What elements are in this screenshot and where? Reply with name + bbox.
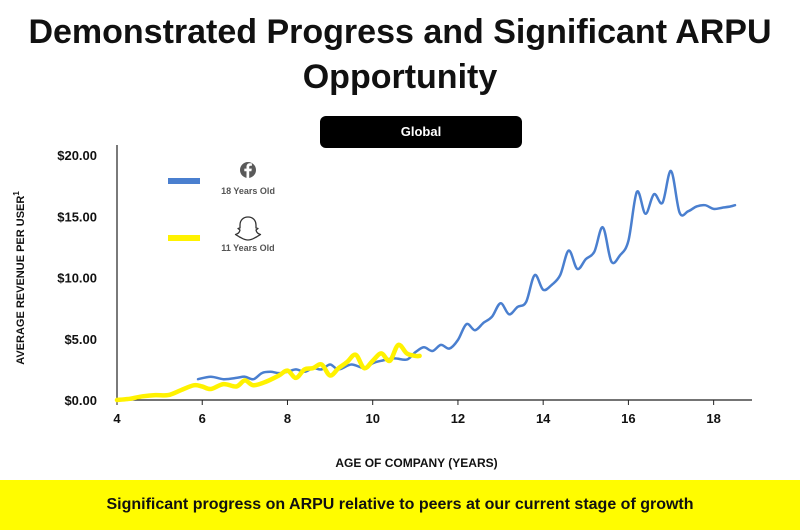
legend-label-snapchat: 11 Years Old xyxy=(221,243,274,253)
x-axis-label: AGE OF COMPANY (YEARS) xyxy=(335,456,497,470)
snapchat-ghost-icon xyxy=(234,216,262,241)
facebook-icon xyxy=(240,162,256,178)
x-tick-label: 10 xyxy=(365,411,379,426)
y-axis-label-superscript: 1 xyxy=(12,191,21,196)
x-tick-label: 4 xyxy=(113,411,121,426)
x-tick-label: 18 xyxy=(706,411,720,426)
page-title-line1: Demonstrated Progress and Significant AR… xyxy=(28,13,772,51)
y-tick-label: $5.00 xyxy=(64,332,97,347)
series-line-snapchat xyxy=(114,342,422,403)
y-tick-label: $0.00 xyxy=(64,393,97,408)
x-tick-label: 6 xyxy=(199,411,206,426)
region-global-button[interactable]: Global xyxy=(320,116,522,148)
series-line-facebook xyxy=(196,169,737,381)
legend-label-facebook: 18 Years Old xyxy=(221,186,275,196)
y-tick-label: $15.00 xyxy=(57,209,97,224)
x-tick-label: 12 xyxy=(451,411,465,426)
y-axis-label: AVERAGE REVENUE PER USER1 xyxy=(12,191,27,365)
y-tick-label: $10.00 xyxy=(57,271,97,286)
arpu-chart: $0.00 $5.00 $10.00 $15.00 $20.00 4 6 8 10 12 14 16 1… xyxy=(12,145,752,470)
x-tick-label: 14 xyxy=(536,411,551,426)
x-tick-label: 16 xyxy=(621,411,635,426)
footer-banner: Significant progress on ARPU relative to… xyxy=(0,480,800,530)
x-tick-label: 8 xyxy=(284,411,291,426)
page-title: Demonstrated Progress and Significant AR… xyxy=(0,10,800,100)
page-title-line2: Opportunity xyxy=(302,58,498,96)
y-tick-label: $20.00 xyxy=(57,148,97,163)
